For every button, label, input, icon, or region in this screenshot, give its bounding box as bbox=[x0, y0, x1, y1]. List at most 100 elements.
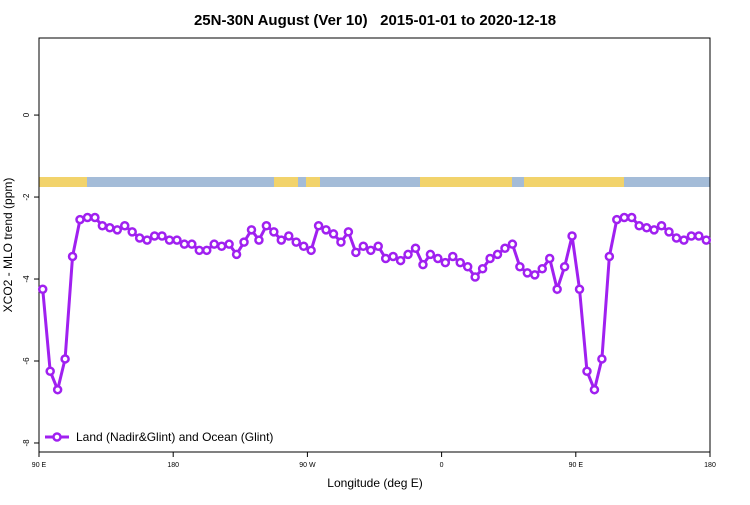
data-point bbox=[448, 251, 458, 262]
x-tick-label: 180 bbox=[167, 462, 179, 469]
data-point bbox=[179, 239, 190, 249]
x-tick-label: 90 E bbox=[569, 462, 584, 469]
x-tick-label: 180 bbox=[704, 462, 716, 469]
y-tick-label: -6 bbox=[22, 357, 31, 365]
data-point bbox=[366, 245, 376, 256]
data-point bbox=[358, 241, 369, 251]
data-point bbox=[604, 251, 615, 262]
data-point bbox=[172, 235, 182, 245]
data-point bbox=[254, 235, 264, 245]
data-point bbox=[194, 245, 205, 256]
data-point bbox=[37, 284, 48, 295]
data-point bbox=[336, 237, 346, 247]
y-tick-label: -4 bbox=[22, 275, 31, 283]
data-point bbox=[45, 366, 55, 376]
data-point bbox=[395, 255, 406, 266]
data-point bbox=[388, 251, 398, 262]
data-point bbox=[209, 239, 219, 249]
x-axis-title: Longitude (deg E) bbox=[327, 476, 422, 490]
y-tick-label: -8 bbox=[22, 439, 31, 447]
data-point bbox=[82, 212, 93, 223]
x-tick-label: 90 W bbox=[299, 462, 316, 469]
data-point bbox=[246, 225, 257, 235]
data-point bbox=[679, 235, 689, 245]
y-tick-label: 0 bbox=[22, 112, 31, 117]
data-point bbox=[433, 253, 443, 264]
data-point bbox=[440, 257, 451, 268]
data-point bbox=[403, 249, 413, 260]
data-point bbox=[537, 264, 547, 274]
data-point bbox=[649, 225, 659, 235]
land-ocean-strip bbox=[39, 177, 710, 187]
data-point bbox=[597, 354, 607, 364]
data-point bbox=[500, 243, 510, 254]
legend-label: Land (Nadir&Glint) and Ocean (Glint) bbox=[76, 430, 273, 444]
data-point bbox=[544, 253, 555, 264]
data-point bbox=[75, 214, 85, 225]
data-point bbox=[97, 220, 108, 231]
data-point bbox=[634, 220, 644, 231]
data-point bbox=[127, 227, 137, 237]
data-point bbox=[552, 284, 562, 295]
data-point bbox=[276, 235, 287, 245]
data-point bbox=[507, 239, 518, 249]
data-point bbox=[343, 227, 354, 237]
data-point bbox=[492, 249, 503, 260]
data-point bbox=[239, 237, 249, 247]
data-point bbox=[134, 233, 145, 243]
data-point bbox=[187, 239, 197, 249]
data-point bbox=[291, 237, 301, 247]
data-point bbox=[582, 366, 592, 376]
data-point bbox=[112, 225, 123, 235]
data-point bbox=[455, 257, 465, 268]
data-point bbox=[373, 241, 383, 251]
data-point bbox=[559, 261, 570, 272]
data-point bbox=[515, 261, 525, 272]
data-point bbox=[410, 243, 421, 254]
data-point bbox=[470, 272, 480, 282]
y-axis-title: XCO2 - MLO trend (ppm) bbox=[1, 178, 15, 313]
data-point bbox=[462, 261, 473, 272]
data-point bbox=[298, 241, 309, 251]
data-point bbox=[284, 231, 294, 241]
data-point bbox=[589, 384, 600, 395]
data-point bbox=[224, 239, 234, 249]
plot-frame bbox=[38, 37, 711, 453]
chart-title: 25N-30N August (Ver 10) 2015-01-01 to 20… bbox=[194, 12, 556, 29]
x-tick-label: 0 bbox=[440, 462, 444, 469]
data-point bbox=[701, 235, 712, 245]
x-tick-label: 90 E bbox=[32, 462, 47, 469]
data-point bbox=[216, 241, 227, 251]
data-point bbox=[418, 259, 428, 270]
data-point bbox=[485, 253, 495, 264]
data-point bbox=[321, 225, 331, 235]
data-point bbox=[202, 245, 212, 256]
data-point bbox=[149, 231, 160, 241]
y-tick-label: -2 bbox=[22, 193, 31, 201]
data-point bbox=[60, 354, 70, 364]
data-point bbox=[269, 227, 279, 237]
data-point bbox=[641, 223, 652, 233]
data-point bbox=[686, 231, 697, 241]
data-point bbox=[567, 231, 577, 241]
data-point bbox=[522, 268, 533, 278]
data-point bbox=[477, 264, 488, 274]
data-point bbox=[694, 231, 704, 241]
data-point bbox=[574, 284, 585, 295]
data-point bbox=[67, 251, 78, 262]
data-point bbox=[90, 212, 100, 223]
data-point bbox=[306, 245, 316, 256]
data-point bbox=[671, 233, 682, 243]
data-point bbox=[425, 249, 436, 260]
data-point bbox=[142, 235, 152, 245]
data-point bbox=[328, 229, 339, 239]
data-point bbox=[626, 212, 637, 223]
data-point bbox=[119, 220, 130, 231]
data-point bbox=[261, 220, 272, 231]
data-point bbox=[530, 270, 540, 280]
data-point bbox=[231, 249, 242, 260]
data-point bbox=[351, 247, 361, 258]
data-point bbox=[313, 220, 324, 231]
data-point bbox=[656, 220, 667, 231]
